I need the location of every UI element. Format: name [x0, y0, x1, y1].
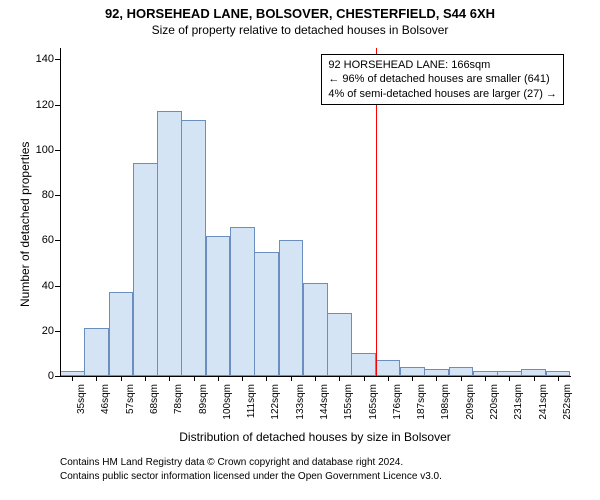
y-tick-label: 60 [24, 234, 54, 246]
x-tick-label: 100sqm [222, 384, 233, 420]
annotation-line: 4% of semi-detached houses are larger (2… [328, 87, 557, 101]
y-tick-label: 0 [24, 370, 54, 382]
x-tick-label: 176sqm [392, 384, 403, 420]
x-axis-label: Distribution of detached houses by size … [60, 430, 570, 444]
x-tick-label: 144sqm [319, 384, 330, 420]
annotation-box: 92 HORSEHEAD LANE: 166sqm← 96% of detach… [321, 54, 564, 105]
x-tick-label: 231sqm [513, 384, 524, 420]
x-tick-label: 187sqm [416, 384, 427, 420]
x-tick-label: 220sqm [489, 384, 500, 420]
x-tick-label: 68sqm [149, 384, 160, 414]
footer-line-1: Contains HM Land Registry data © Crown c… [60, 456, 442, 470]
annotation-line: ← 96% of detached houses are smaller (64… [328, 72, 557, 86]
y-tick-label: 100 [24, 144, 54, 156]
title-line-1: 92, HORSEHEAD LANE, BOLSOVER, CHESTERFIE… [0, 0, 600, 21]
x-tick-label: 122sqm [270, 384, 281, 420]
x-tick-label: 111sqm [246, 384, 257, 418]
x-tick-label: 46sqm [100, 384, 111, 414]
x-tick-label: 78sqm [173, 384, 184, 414]
footer-attribution: Contains HM Land Registry data © Crown c… [60, 456, 442, 483]
y-tick-label: 40 [24, 280, 54, 292]
x-tick-label: 209sqm [465, 384, 476, 420]
x-tick-label: 133sqm [295, 384, 306, 420]
x-tick-label: 35sqm [76, 384, 87, 414]
x-tick-label: 241sqm [538, 384, 549, 420]
y-tick-label: 120 [24, 99, 54, 111]
title-line-2: Size of property relative to detached ho… [0, 21, 600, 37]
annotation-line: 92 HORSEHEAD LANE: 166sqm [328, 58, 557, 72]
x-tick-label: 155sqm [343, 384, 354, 420]
x-tick-label: 165sqm [368, 384, 379, 420]
x-tick-label: 198sqm [440, 384, 451, 420]
x-tick-label: 89sqm [198, 384, 209, 414]
figure: 92, HORSEHEAD LANE, BOLSOVER, CHESTERFIE… [0, 0, 600, 500]
x-tick-label: 252sqm [562, 384, 573, 420]
y-tick-label: 80 [24, 189, 54, 201]
y-tick-label: 140 [24, 53, 54, 65]
y-tick-label: 20 [24, 325, 54, 337]
x-tick-label: 57sqm [125, 384, 136, 414]
footer-line-2: Contains public sector information licen… [60, 470, 442, 484]
